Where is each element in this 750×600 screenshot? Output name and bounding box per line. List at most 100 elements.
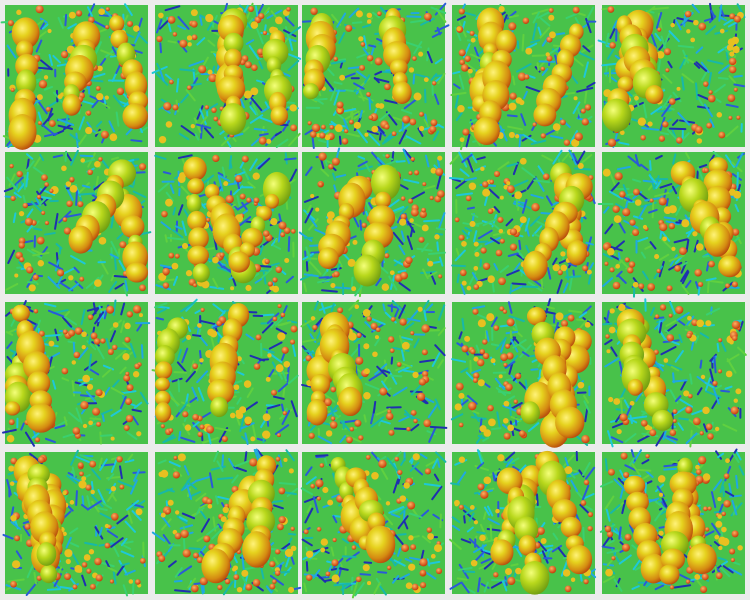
- flow-glyph: [471, 133, 481, 146]
- tensor-dot: [465, 195, 472, 202]
- flow-glyph: [172, 206, 177, 216]
- flow-glyph: [124, 3, 133, 17]
- flow-glyph: [409, 390, 423, 394]
- flow-glyph: [516, 40, 520, 50]
- tensor-dot: [619, 130, 625, 136]
- tensor-dot: [272, 277, 278, 283]
- flow-glyph: [23, 239, 34, 244]
- flow-glyph: [475, 344, 483, 359]
- tensor-dot: [508, 102, 517, 111]
- flow-glyph: [709, 118, 715, 128]
- tensor-dot: [487, 275, 495, 283]
- tensor-dot: [606, 531, 614, 538]
- flow-glyph: [304, 507, 314, 524]
- tensor-dot: [545, 52, 550, 57]
- tensor-dot: [72, 584, 78, 590]
- tensor-dot: [36, 94, 43, 101]
- tensor-dot: [723, 499, 731, 508]
- flow-glyph: [671, 185, 678, 195]
- tensor-blob: [518, 535, 537, 556]
- tensor-dot: [409, 118, 417, 126]
- flow-glyph: [323, 457, 328, 467]
- flow-glyph: [578, 52, 595, 61]
- flow-glyph: [729, 494, 742, 498]
- flow-glyph: [159, 42, 163, 54]
- flow-glyph: [689, 373, 693, 385]
- flow-glyph: [396, 533, 407, 536]
- tensor-dot: [307, 120, 312, 126]
- flow-glyph: [234, 459, 251, 468]
- flow-glyph: [725, 51, 729, 61]
- tensor-dot: [10, 457, 18, 465]
- flow-glyph: [173, 579, 183, 583]
- tensor-dot: [328, 163, 334, 170]
- flow-glyph: [508, 14, 519, 19]
- tensor-dot: [34, 437, 41, 443]
- tensor-dot: [270, 389, 277, 396]
- flow-glyph: [14, 176, 24, 186]
- flow-glyph: [654, 500, 669, 512]
- tensor-dot: [48, 120, 56, 127]
- flow-glyph: [33, 571, 38, 585]
- flow-glyph: [200, 584, 204, 595]
- flow-glyph: [357, 155, 366, 160]
- tensor-dot: [205, 13, 214, 23]
- flow-glyph: [731, 499, 738, 516]
- tensor-dot: [132, 305, 142, 314]
- tensor-dot: [608, 468, 615, 476]
- tensor-dot: [531, 203, 540, 212]
- tensor-dot: [629, 400, 635, 406]
- tensor-dot: [165, 198, 173, 207]
- tensor-dot: [284, 258, 290, 264]
- flow-glyph: [458, 331, 463, 340]
- flow-glyph: [684, 214, 690, 223]
- tensor-dot: [174, 532, 182, 540]
- tensor-dot: [235, 409, 241, 415]
- flow-glyph: [312, 569, 321, 579]
- tensor-dot: [41, 210, 46, 216]
- tensor-dot: [158, 12, 164, 19]
- flow-glyph: [45, 99, 60, 109]
- tensor-dot: [81, 331, 87, 338]
- tensor-dot: [280, 312, 286, 318]
- flow-glyph: [287, 236, 291, 252]
- tensor-dot: [311, 123, 321, 133]
- flow-glyph: [287, 59, 300, 71]
- flow-glyph: [39, 196, 52, 200]
- flow-glyph: [562, 282, 569, 294]
- flow-glyph: [697, 167, 704, 181]
- flow-glyph: [552, 532, 559, 541]
- flow-glyph: [117, 480, 134, 488]
- tensor-dot: [86, 110, 92, 116]
- tensor-dot: [669, 429, 677, 436]
- flow-glyph: [738, 465, 745, 476]
- flow-glyph: [195, 123, 212, 129]
- flow-glyph: [655, 154, 663, 160]
- tensor-dot: [315, 479, 324, 488]
- flow-glyph: [420, 270, 437, 275]
- flow-glyph: [180, 301, 195, 313]
- flow-glyph: [63, 416, 68, 426]
- flow-glyph: [505, 218, 514, 227]
- flow-glyph: [38, 197, 47, 206]
- tensor-dot: [707, 94, 716, 103]
- tensor-dot: [693, 19, 699, 26]
- tensor-dot: [634, 95, 639, 101]
- tensor-dot: [326, 211, 335, 220]
- tensor-dot: [283, 227, 291, 234]
- flow-glyph: [663, 337, 680, 346]
- flow-glyph: [450, 482, 461, 486]
- tensor-dot: [100, 338, 106, 344]
- flow-glyph: [196, 105, 204, 120]
- flow-glyph: [86, 121, 92, 129]
- tensor-dot: [458, 504, 464, 510]
- flow-glyph: [247, 181, 256, 189]
- flow-glyph: [207, 39, 216, 47]
- flow-glyph: [423, 118, 430, 128]
- flow-glyph: [437, 327, 446, 337]
- tensor-dot: [430, 119, 438, 127]
- flow-glyph: [252, 103, 259, 116]
- tensor-dot: [239, 406, 247, 414]
- flow-glyph: [47, 309, 65, 318]
- flow-glyph: [406, 309, 419, 324]
